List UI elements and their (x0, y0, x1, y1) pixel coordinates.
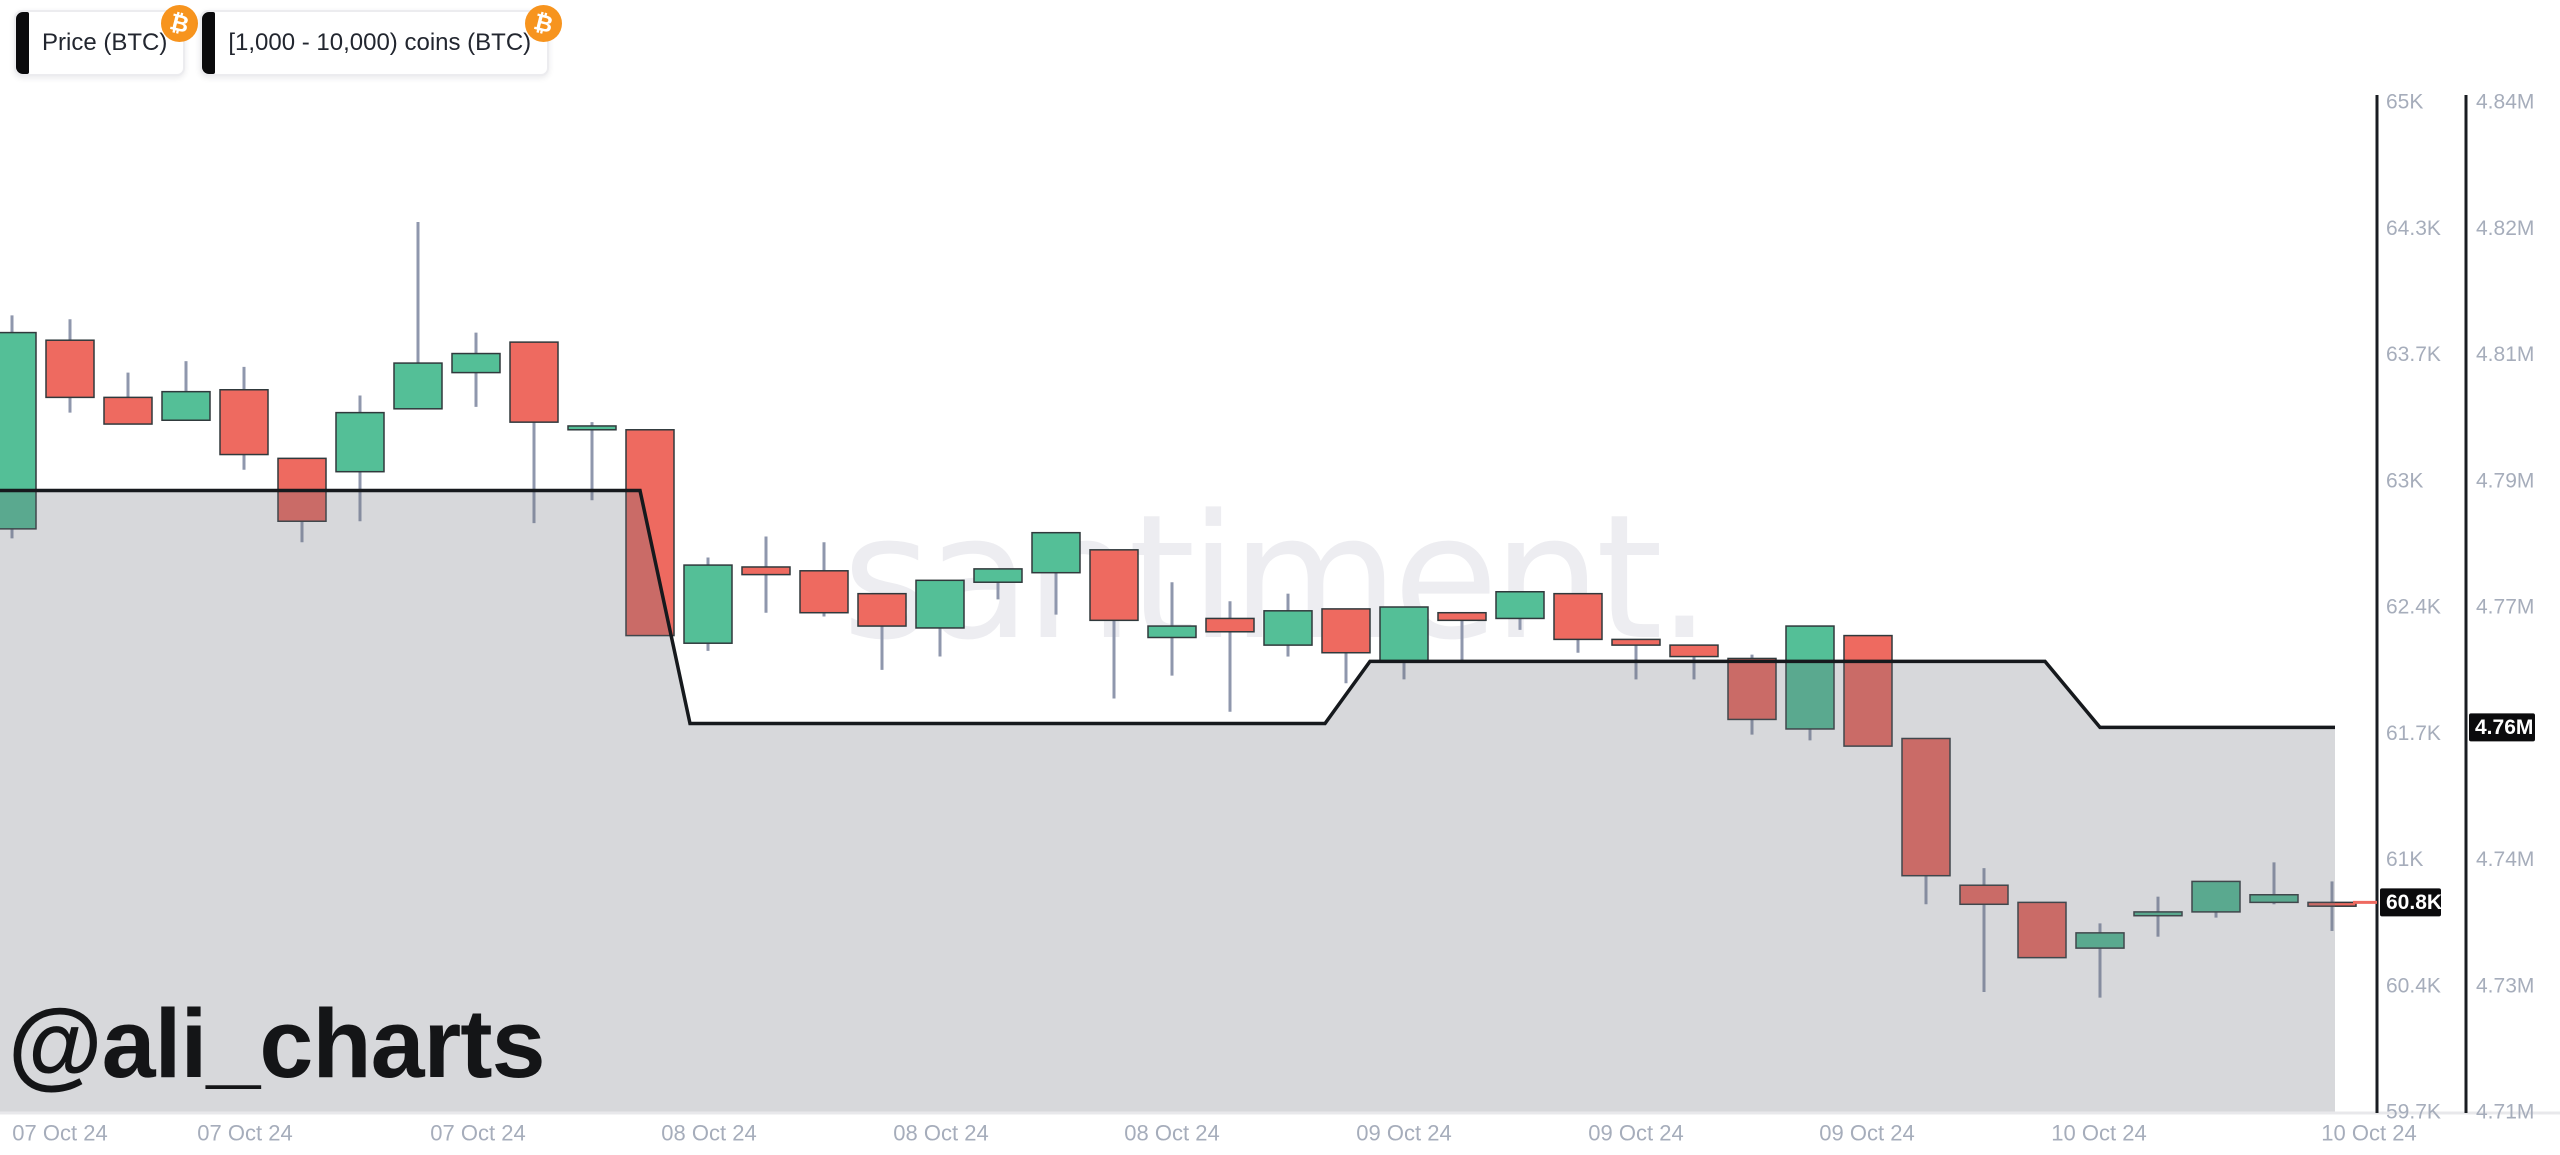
current-price-badge (2380, 888, 2441, 917)
x-tick-label: 07 Oct 24 (430, 1121, 525, 1146)
btc-icon: ₿ (161, 5, 199, 42)
supply-tick-label: 4.71M (2476, 1101, 2534, 1124)
candle-body-up (2133, 911, 2183, 917)
price-tick-label: 61.7K (2386, 722, 2441, 745)
x-tick-label: 09 Oct 24 (1588, 1121, 1683, 1146)
supply-tick-label: 4.82M (2476, 217, 2534, 240)
candle-body-up (1379, 606, 1429, 664)
candle-body-down (219, 389, 269, 456)
candle-body-up (2191, 880, 2241, 913)
candle-body-up (915, 579, 965, 629)
candle-body-down (741, 566, 791, 576)
current-supply-badge (2469, 713, 2535, 742)
candle-body-down (1843, 634, 1893, 747)
price-tick-label: 63K (2386, 469, 2423, 492)
candle-body-up (567, 425, 617, 431)
x-tick-label: 09 Oct 24 (1356, 1121, 1451, 1146)
candle-body-down (1901, 737, 1951, 877)
author-handle: @ali_charts (8, 989, 546, 1098)
candle-body-down (45, 339, 95, 399)
supply-tick-label: 4.81M (2476, 343, 2534, 366)
x-tick-label: 07 Oct 24 (12, 1121, 107, 1146)
candle-body-up (393, 362, 443, 410)
candle-body-down (1437, 611, 1487, 622)
price-tick-label: 59.7K (2386, 1101, 2441, 1124)
legend-item-label: [1,000 - 10,000) coins (BTC) (228, 29, 532, 56)
candle-body-down (1553, 592, 1603, 641)
candle-body-down (1321, 608, 1371, 654)
legend: Price (BTC) ₿ [1,000 - 10,000) coins (BT… (14, 5, 563, 76)
candle-body-up (335, 411, 385, 473)
candle-body-down (509, 341, 559, 423)
legend-item-label: Price (BTC) (42, 29, 168, 56)
supply-tick-label: 4.73M (2476, 974, 2534, 997)
candle-body-up (2075, 932, 2125, 949)
supply-tick-label: 4.74M (2476, 848, 2534, 871)
x-tick-label: 09 Oct 24 (1819, 1121, 1914, 1146)
candle-body-down (1611, 638, 1661, 646)
candle-body-up (1147, 625, 1197, 639)
legend-item-supply[interactable]: [1,000 - 10,000) coins (BTC) ₿ (200, 5, 563, 76)
x-tick-label: 10 Oct 24 (2321, 1121, 2416, 1146)
candle-body-up (1495, 591, 1545, 620)
price-tick-label: 62.4K (2386, 596, 2441, 619)
x-tick-label: 07 Oct 24 (197, 1121, 292, 1146)
supply-step-line (0, 488, 2335, 730)
current-supply-badge-label: 4.76M (2475, 716, 2533, 739)
candle-body-up (973, 568, 1023, 583)
candle-body-down (857, 592, 907, 627)
supply-tick-label: 4.77M (2476, 596, 2534, 619)
price-tick-label: 63.7K (2386, 343, 2441, 366)
candle-body-down (103, 396, 153, 425)
candle-body-down (1205, 617, 1255, 633)
x-tick-label: 10 Oct 24 (2051, 1121, 2146, 1146)
candle-body-up (451, 352, 501, 374)
supply-tick-label: 4.79M (2476, 469, 2534, 492)
legend-item-price[interactable]: Price (BTC) ₿ (14, 5, 199, 76)
supply-tick-label: 4.84M (2476, 91, 2534, 114)
candle-body-up (1263, 610, 1313, 646)
price-tick-label: 64.3K (2386, 217, 2441, 240)
candle-body-down (1089, 549, 1139, 622)
candle-body-down (2017, 901, 2067, 959)
candle-body-down (1727, 657, 1777, 721)
candle-body-down (799, 570, 849, 614)
btc-icon: ₿ (525, 5, 563, 42)
series-color-bar (202, 12, 216, 74)
x-tick-label: 08 Oct 24 (661, 1121, 756, 1146)
price-tick-label: 61K (2386, 848, 2423, 871)
x-tick-label: 08 Oct 24 (893, 1121, 988, 1146)
candle-body-down (1959, 884, 2009, 906)
price-tick-label: 60.4K (2386, 974, 2441, 997)
candle-body-up (1785, 625, 1835, 730)
candle-body-up (2249, 894, 2299, 904)
price-tick-label: 65K (2386, 91, 2423, 114)
series-color-bar (16, 12, 29, 74)
x-tick-label: 08 Oct 24 (1124, 1121, 1219, 1146)
candle-body-up (683, 564, 733, 644)
candle-body-up (1031, 531, 1081, 574)
candle-body-up (0, 331, 37, 530)
candle-body-up (161, 390, 211, 421)
candle-body-down (2307, 901, 2357, 907)
supply-area-fill (0, 490, 2335, 1113)
current-price-badge-label: 60.8K (2386, 891, 2442, 914)
candle-body-down (1669, 644, 1719, 658)
